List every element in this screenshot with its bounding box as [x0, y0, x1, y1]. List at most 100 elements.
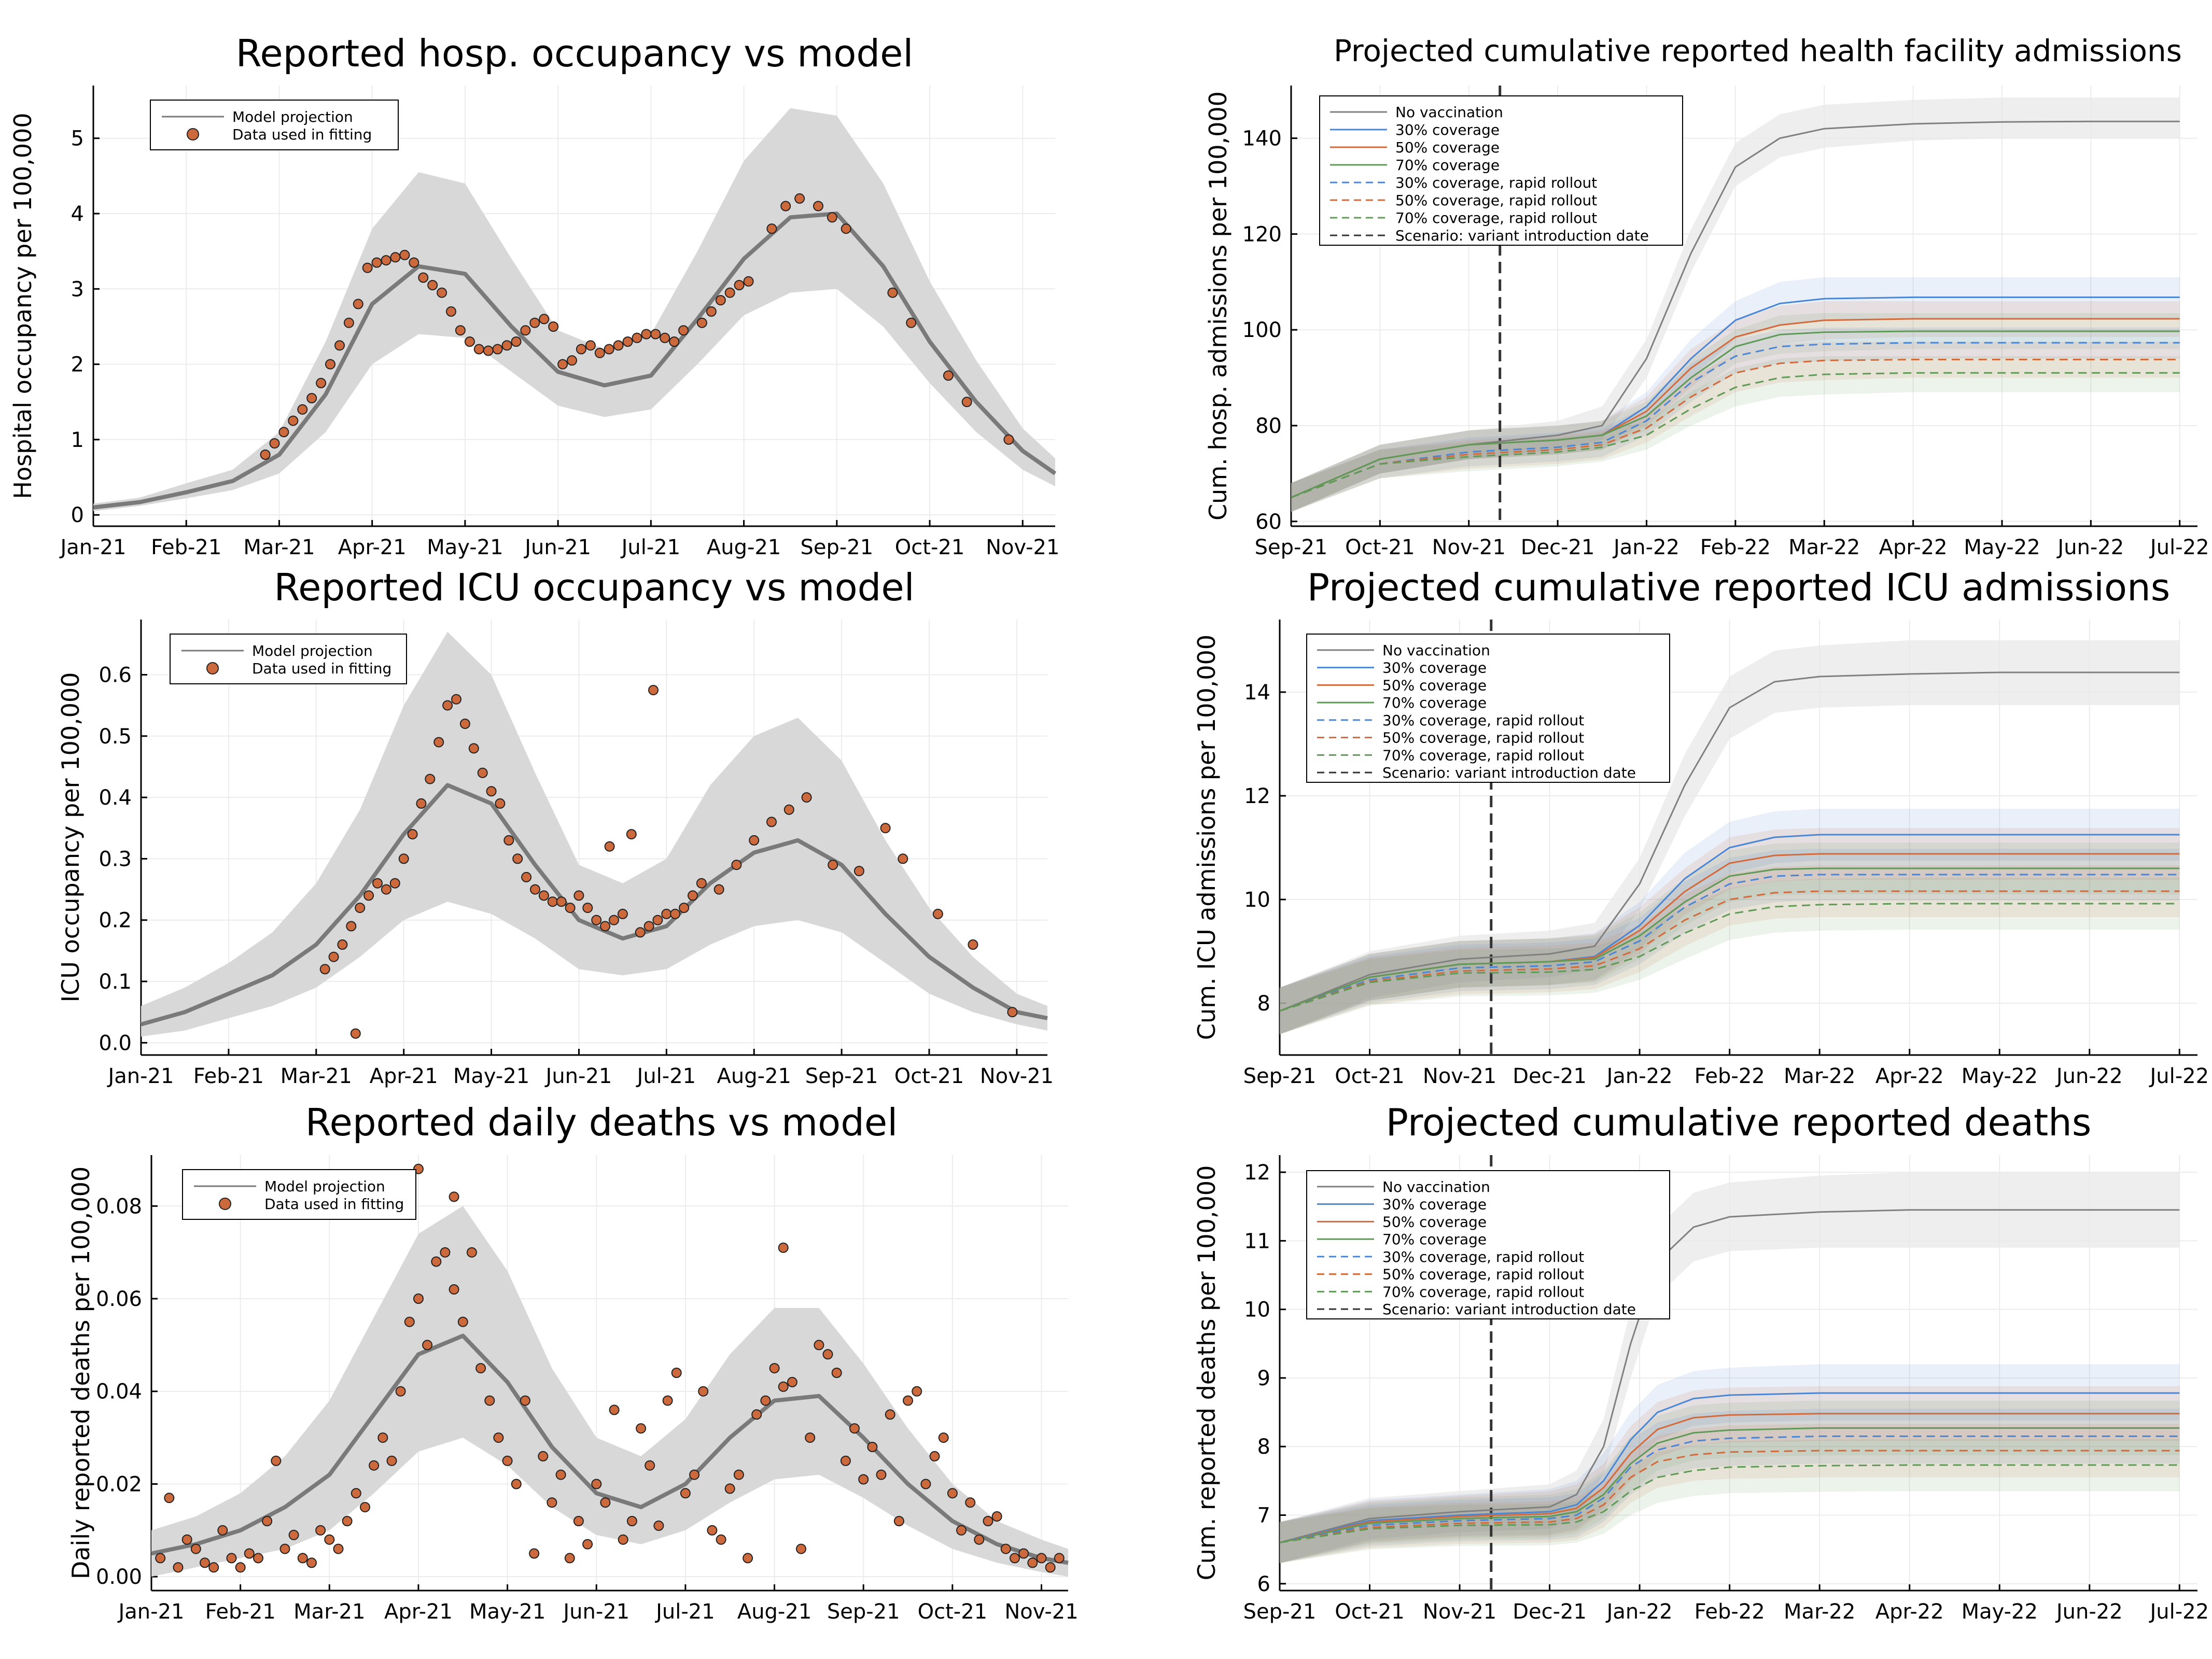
x-tick-label: Feb-22 [1695, 1064, 1765, 1088]
data-point [618, 1534, 628, 1545]
y-tick-label: 80 [1255, 414, 1282, 438]
data-point [801, 792, 812, 803]
x-tick-label: Feb-22 [1700, 536, 1771, 559]
data-point [235, 1562, 246, 1573]
data-point [346, 921, 357, 932]
data-point [956, 1525, 967, 1536]
data-point [670, 908, 681, 919]
y-tick-label: 60 [1255, 510, 1282, 534]
data-point [440, 1247, 451, 1258]
data-point [734, 280, 745, 290]
data-point [260, 449, 271, 460]
data-point [1036, 1553, 1047, 1564]
data-point [457, 1316, 468, 1327]
data-point [501, 340, 512, 351]
data-point [389, 878, 400, 889]
data-point [600, 921, 611, 932]
data-point [912, 1386, 922, 1397]
data-point [1000, 1543, 1011, 1554]
x-tick-label: Jan-22 [1605, 1600, 1673, 1624]
legend-label: 70% coverage, rapid rollout [1382, 747, 1584, 764]
legend-box [1306, 1170, 1670, 1319]
x-tick-label: Dec-21 [1521, 536, 1595, 559]
x-tick-label: Oct-21 [895, 536, 965, 559]
data-point [661, 908, 672, 919]
data-point [262, 1516, 273, 1526]
series-ribbon [1280, 1386, 2180, 1564]
legend-label: Model projection [232, 108, 353, 125]
x-tick-label: Sep-21 [805, 1064, 878, 1088]
legend-label: 30% coverage, rapid rollout [1382, 1248, 1584, 1266]
data-point [271, 1455, 282, 1466]
data-point [556, 896, 567, 907]
x-tick-label: Apr-21 [338, 536, 407, 559]
data-point [226, 1553, 237, 1564]
data-point [885, 1409, 895, 1420]
series-ribbon [1280, 809, 2180, 1034]
data-point [778, 1381, 789, 1392]
x-tick-label: Aug-21 [707, 536, 781, 559]
data-point [609, 915, 619, 925]
series-line [1279, 671, 2180, 1012]
legend-swatch-data [219, 1198, 231, 1210]
x-tick-label: Jun-22 [2055, 1600, 2123, 1624]
data-point [208, 1562, 219, 1573]
data-point [567, 355, 577, 366]
y-tick-label: 0.0 [99, 1031, 132, 1055]
x-tick-label: Oct-21 [1335, 1064, 1405, 1088]
x-tick-label: Oct-21 [1335, 1600, 1405, 1624]
data-point [475, 1363, 486, 1374]
data-point [343, 317, 354, 328]
data-point [530, 884, 540, 895]
y-axis-label: Cum. reported deaths per 100,000 [1193, 1165, 1221, 1581]
legend-label: 50% coverage, rapid rollout [1395, 192, 1597, 209]
x-tick-label: Jun-22 [2056, 536, 2124, 559]
data-point [1054, 1553, 1065, 1564]
data-point [858, 1474, 869, 1485]
data-point [288, 1529, 299, 1540]
data-point [805, 1432, 816, 1443]
series-line [1279, 1464, 2180, 1543]
x-tick-label: Sep-21 [1243, 1064, 1317, 1088]
y-tick-label: 0.02 [96, 1472, 142, 1496]
data-point [689, 1469, 700, 1480]
data-point [486, 786, 497, 797]
data-point [604, 344, 614, 355]
series-ribbon [1291, 327, 2180, 512]
data-point [492, 344, 503, 355]
data-point [698, 1386, 709, 1397]
data-point [464, 336, 475, 347]
data-point [297, 404, 308, 415]
series-line [1291, 372, 2180, 499]
x-tick-label: May-22 [1962, 1064, 2038, 1088]
data-point [696, 317, 707, 328]
x-tick-label: Sep-21 [827, 1600, 900, 1624]
data-point [503, 835, 514, 846]
data-point [680, 1488, 691, 1499]
series-ribbon [1280, 878, 2180, 1034]
legend-swatch-data [206, 662, 219, 674]
data-point [395, 1386, 406, 1397]
legend-label: No vaccination [1395, 104, 1503, 121]
series-line [1291, 330, 2180, 498]
legend-box [1319, 95, 1683, 246]
data-point [547, 896, 558, 907]
x-tick-label: Sep-21 [1243, 1600, 1317, 1624]
y-axis-label: Cum. ICU admissions per 100,000 [1193, 635, 1221, 1040]
data-point [573, 890, 584, 901]
y-tick-label: 3 [71, 277, 84, 301]
x-tick-label: Jan-22 [1605, 1064, 1673, 1088]
data-point [446, 306, 456, 317]
data-point [1010, 1553, 1020, 1564]
data-point [814, 1340, 824, 1351]
data-point [766, 223, 777, 234]
series-ribbon [1280, 842, 2180, 1034]
data-point [626, 1516, 637, 1526]
data-point [511, 1479, 522, 1489]
data-point [253, 1553, 263, 1564]
data-point [473, 344, 484, 355]
panel-icu-occupancy: Jan-21 Feb-21 Mar-21 Apr-21 May-21 Jun-21 Jul-… [57, 566, 1054, 1088]
data-point [678, 325, 689, 336]
y-tick-label: 100 [1242, 318, 1282, 342]
